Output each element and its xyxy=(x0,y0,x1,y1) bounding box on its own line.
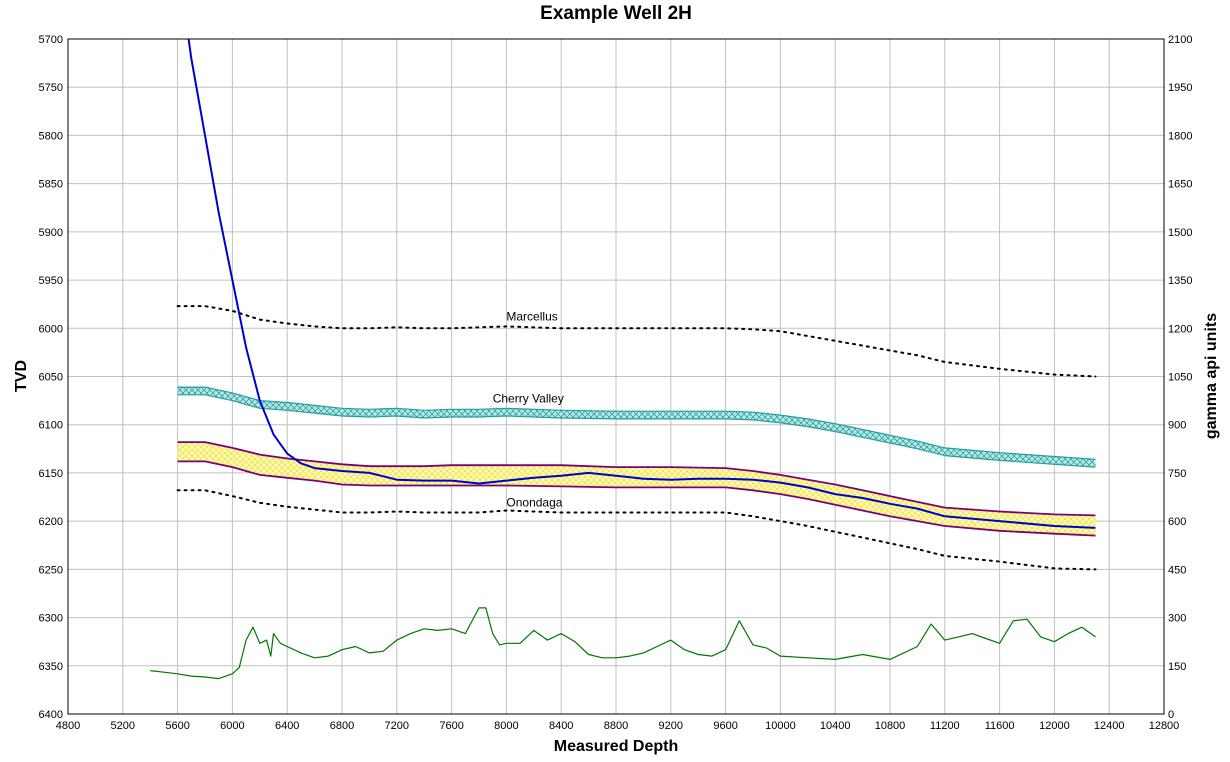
y-tick-label: 5900 xyxy=(39,227,63,239)
y-tick-label: 5700 xyxy=(39,34,63,46)
y-tick-label: 5850 xyxy=(39,179,63,191)
target-base-line xyxy=(177,460,1096,537)
y2-axis-title: gamma api units xyxy=(1203,313,1220,439)
plot-frame xyxy=(67,38,1165,715)
annotation-label: Marcellus xyxy=(506,310,557,324)
y2-tick-label: 1200 xyxy=(1168,323,1192,335)
y2-tick-label: 1050 xyxy=(1168,372,1192,384)
cherry-valley-band xyxy=(177,387,1096,468)
y-tick-label: 6000 xyxy=(39,323,63,335)
y-tick-labels: 5700 5750 5800 5850 5900 5950 6000 6050 6100 6150… xyxy=(39,34,63,721)
y2-tick-label: 1950 xyxy=(1168,82,1192,94)
x-tick-label: 10400 xyxy=(820,720,851,732)
y2-tick-labels: 2100195018001650150013501200105090075060… xyxy=(1168,34,1192,721)
y2-tick-label: 450 xyxy=(1168,564,1186,576)
grid xyxy=(67,38,1165,715)
x-tick-label: 11200 xyxy=(930,720,960,732)
marcellus-line xyxy=(176,305,1097,378)
x-tick-label: 6000 xyxy=(220,720,244,732)
y-tick-label: 6200 xyxy=(39,516,63,528)
x-axis-title: Measured Depth xyxy=(554,738,678,755)
x-tick-label: 8000 xyxy=(494,720,518,732)
y-tick-label: 6250 xyxy=(39,564,63,576)
y2-tick-label: 600 xyxy=(1168,516,1186,528)
cherry-valley-top-line xyxy=(177,386,1096,460)
target-top-line xyxy=(177,441,1096,517)
x-tick-labels: 4800 5200 5600 6000 6400 6800 7200 7600 8000 8400… xyxy=(56,720,1180,732)
y2-tick-label: 1650 xyxy=(1168,179,1192,191)
cherry-valley-base-line xyxy=(177,394,1096,468)
series-lines xyxy=(150,39,1097,680)
x-tick-label: 11600 xyxy=(985,720,1015,732)
y2-tick-label: 0 xyxy=(1168,709,1174,721)
x-tick-label: 4800 xyxy=(56,720,80,732)
gamma-ray-line xyxy=(150,607,1096,680)
annotation-label: Cherry Valley xyxy=(493,392,564,406)
target-band xyxy=(177,442,1096,536)
y-tick-label: 6300 xyxy=(39,613,63,625)
y-axis-title: TVD xyxy=(13,360,30,392)
x-tick-label: 10000 xyxy=(765,720,796,732)
wellbore-line xyxy=(187,39,1096,529)
x-tick-label: 6400 xyxy=(275,720,299,732)
y-tick-label: 6050 xyxy=(39,372,63,384)
x-tick-label: 6800 xyxy=(330,720,354,732)
x-tick-label: 12800 xyxy=(1149,720,1180,732)
onondaga-line xyxy=(176,489,1097,571)
x-tick-label: 8800 xyxy=(604,720,628,732)
annotations: Marcellus Cherry Valley Onondaga xyxy=(493,310,564,510)
x-tick-label: 9200 xyxy=(659,720,683,732)
x-tick-label: 10800 xyxy=(875,720,906,732)
y-tick-label: 5950 xyxy=(39,275,63,287)
y-tick-label: 6400 xyxy=(39,709,63,721)
y-tick-label: 6100 xyxy=(39,420,63,432)
y2-tick-label: 1350 xyxy=(1168,275,1192,287)
y2-tick-label: 1800 xyxy=(1168,130,1192,142)
y2-tick-label: 900 xyxy=(1168,420,1186,432)
y2-tick-label: 750 xyxy=(1168,468,1186,480)
y2-tick-label: 2100 xyxy=(1168,34,1192,46)
y-tick-label: 6150 xyxy=(39,468,63,480)
x-tick-label: 5600 xyxy=(165,720,189,732)
y-tick-label: 5800 xyxy=(39,130,63,142)
x-tick-label: 5200 xyxy=(111,720,135,732)
x-tick-label: 12400 xyxy=(1094,720,1125,732)
x-tick-label: 7200 xyxy=(385,720,409,732)
x-tick-label: 8400 xyxy=(549,720,573,732)
x-tick-label: 7600 xyxy=(439,720,463,732)
band-fills xyxy=(177,387,1096,536)
x-tick-label: 12000 xyxy=(1039,720,1070,732)
y2-tick-label: 1500 xyxy=(1168,227,1192,239)
x-tick-label: 9600 xyxy=(713,720,737,732)
chart-title: Example Well 2H xyxy=(540,3,692,24)
y2-tick-label: 300 xyxy=(1168,613,1186,625)
y2-tick-label: 150 xyxy=(1168,661,1186,673)
y-tick-label: 5750 xyxy=(39,82,63,94)
y-tick-label: 6350 xyxy=(39,661,63,673)
annotation-label: Onondaga xyxy=(506,496,562,510)
